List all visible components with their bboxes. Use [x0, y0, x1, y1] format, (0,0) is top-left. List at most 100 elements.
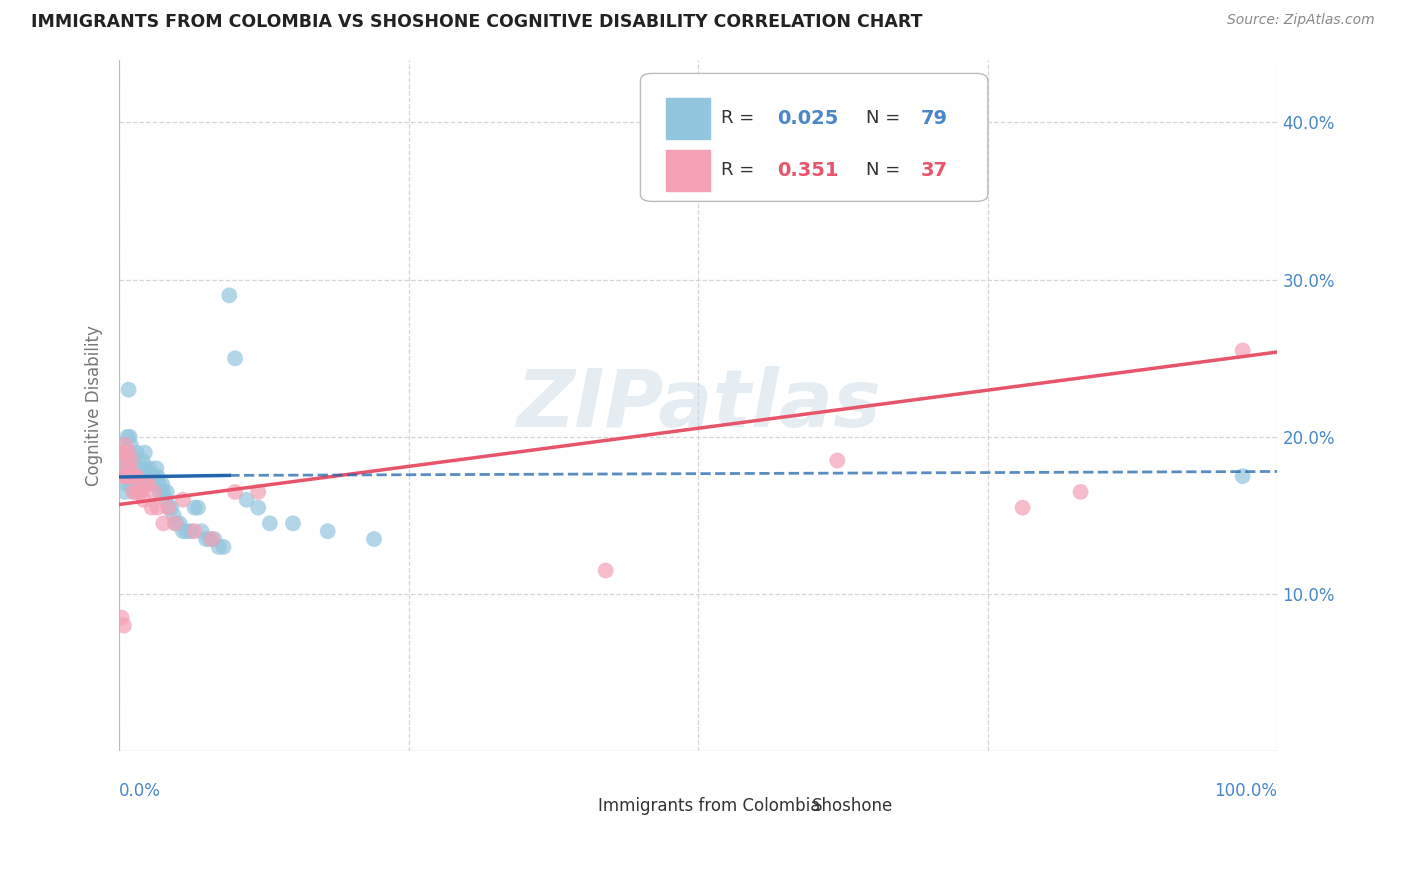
- Point: [224, 351, 246, 366]
- Point: [124, 477, 146, 491]
- Point: [150, 477, 173, 491]
- Point: [135, 461, 157, 475]
- Point: [117, 445, 139, 459]
- Point: [115, 469, 138, 483]
- Point: [172, 492, 194, 507]
- Point: [198, 532, 221, 546]
- Point: [156, 484, 179, 499]
- Point: [122, 453, 145, 467]
- Point: [117, 469, 139, 483]
- Point: [180, 524, 202, 539]
- Point: [129, 461, 152, 475]
- Text: R =: R =: [721, 110, 761, 128]
- Point: [118, 461, 141, 475]
- Text: IMMIGRANTS FROM COLOMBIA VS SHOSHONE COGNITIVE DISABILITY CORRELATION CHART: IMMIGRANTS FROM COLOMBIA VS SHOSHONE COG…: [31, 13, 922, 31]
- Point: [134, 445, 156, 459]
- Point: [259, 516, 281, 531]
- Point: [146, 469, 169, 483]
- Point: [112, 453, 135, 467]
- Point: [124, 484, 146, 499]
- Text: 37: 37: [921, 161, 948, 180]
- Point: [163, 508, 186, 523]
- Point: [115, 445, 138, 459]
- Point: [247, 500, 270, 515]
- Point: [111, 438, 134, 452]
- Point: [131, 453, 153, 467]
- Point: [208, 540, 231, 554]
- Point: [172, 524, 194, 539]
- Point: [121, 453, 143, 467]
- Point: [142, 477, 165, 491]
- Point: [141, 469, 163, 483]
- Point: [121, 469, 143, 483]
- Point: [125, 469, 148, 483]
- Point: [111, 461, 134, 475]
- Point: [202, 532, 225, 546]
- FancyBboxPatch shape: [640, 73, 988, 202]
- Point: [183, 524, 205, 539]
- Point: [114, 484, 136, 499]
- Point: [125, 469, 148, 483]
- Point: [117, 430, 139, 444]
- Point: [169, 516, 191, 531]
- Point: [132, 492, 155, 507]
- Point: [149, 484, 172, 499]
- Text: R =: R =: [721, 161, 761, 179]
- Point: [195, 532, 218, 546]
- Point: [187, 500, 209, 515]
- Text: 100.0%: 100.0%: [1215, 782, 1278, 800]
- Text: 0.351: 0.351: [778, 161, 838, 180]
- Point: [129, 484, 152, 499]
- Bar: [773, 797, 806, 819]
- Point: [141, 500, 163, 515]
- Point: [143, 484, 166, 499]
- Point: [115, 453, 138, 467]
- Point: [152, 484, 174, 499]
- Point: [201, 532, 224, 546]
- Point: [118, 445, 141, 459]
- Text: 0.0%: 0.0%: [120, 782, 162, 800]
- Point: [124, 469, 146, 483]
- Point: [122, 469, 145, 483]
- Y-axis label: Cognitive Disability: Cognitive Disability: [86, 325, 103, 486]
- Point: [125, 445, 148, 459]
- Point: [1070, 484, 1092, 499]
- Point: [176, 524, 198, 539]
- Point: [148, 477, 170, 491]
- Point: [152, 516, 174, 531]
- Point: [163, 516, 186, 531]
- Point: [110, 445, 132, 459]
- Point: [110, 610, 132, 624]
- Point: [135, 477, 157, 491]
- Point: [136, 477, 159, 491]
- Text: N =: N =: [866, 110, 907, 128]
- Point: [114, 438, 136, 452]
- Text: ZIPatlas: ZIPatlas: [516, 367, 880, 444]
- Text: 79: 79: [921, 109, 948, 128]
- Point: [129, 469, 152, 483]
- Point: [120, 477, 142, 491]
- Point: [363, 532, 385, 546]
- Text: Source: ZipAtlas.com: Source: ZipAtlas.com: [1227, 13, 1375, 28]
- Point: [235, 492, 257, 507]
- Text: Immigrants from Colombia: Immigrants from Colombia: [598, 797, 820, 815]
- Point: [1011, 500, 1033, 515]
- Point: [112, 618, 135, 632]
- Point: [112, 469, 135, 483]
- Bar: [560, 797, 592, 819]
- Point: [145, 461, 167, 475]
- Point: [156, 500, 179, 515]
- Point: [183, 500, 205, 515]
- Point: [165, 516, 187, 531]
- Point: [1232, 343, 1254, 358]
- Point: [146, 500, 169, 515]
- Point: [218, 288, 240, 302]
- Point: [110, 453, 132, 467]
- Text: Shoshone: Shoshone: [811, 797, 893, 815]
- Point: [139, 469, 162, 483]
- Point: [247, 484, 270, 499]
- Point: [124, 469, 146, 483]
- Point: [136, 469, 159, 483]
- Point: [120, 438, 142, 452]
- Point: [120, 453, 142, 467]
